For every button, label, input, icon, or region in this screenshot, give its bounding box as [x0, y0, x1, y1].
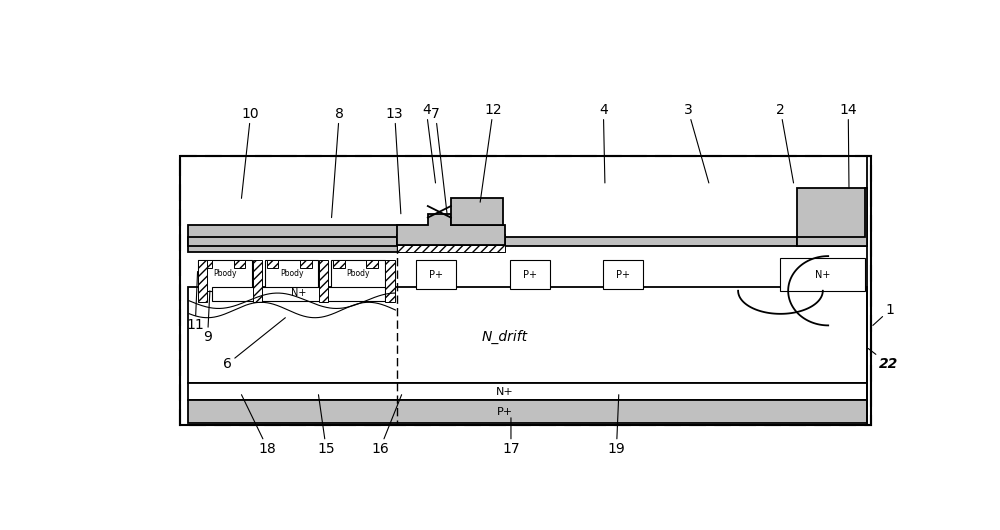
- Text: 10: 10: [241, 107, 260, 198]
- Text: Pbody: Pbody: [346, 269, 369, 278]
- Bar: [198, 260, 207, 302]
- Bar: [385, 260, 395, 302]
- Bar: [333, 260, 345, 268]
- Polygon shape: [397, 214, 505, 244]
- Bar: [198, 260, 252, 291]
- Text: 22: 22: [868, 349, 898, 371]
- Bar: [451, 198, 503, 225]
- Text: N_drift: N_drift: [482, 330, 528, 344]
- Text: 6: 6: [223, 317, 285, 371]
- Bar: [188, 400, 867, 423]
- Bar: [180, 156, 871, 426]
- Text: 12: 12: [480, 103, 502, 202]
- Text: 3: 3: [684, 103, 709, 183]
- Bar: [201, 260, 212, 268]
- Text: 4: 4: [422, 103, 436, 183]
- Text: P+: P+: [523, 270, 537, 280]
- Bar: [319, 260, 328, 302]
- Text: 11: 11: [186, 271, 204, 332]
- Bar: [780, 259, 865, 291]
- Text: 1: 1: [873, 303, 894, 325]
- Bar: [416, 260, 456, 289]
- Bar: [366, 260, 378, 268]
- Bar: [212, 287, 385, 301]
- Text: 14: 14: [839, 103, 857, 188]
- Text: P+: P+: [497, 407, 513, 417]
- Bar: [188, 383, 867, 400]
- Text: Pbody: Pbody: [280, 269, 303, 278]
- Bar: [510, 260, 550, 289]
- Text: N+: N+: [815, 270, 830, 280]
- Text: P+: P+: [616, 270, 630, 280]
- Text: 17: 17: [502, 418, 520, 456]
- Text: 16: 16: [371, 395, 402, 456]
- Bar: [234, 260, 245, 268]
- Text: 19: 19: [608, 395, 625, 456]
- Bar: [603, 260, 643, 289]
- Bar: [300, 260, 312, 268]
- Bar: [797, 188, 867, 246]
- Polygon shape: [797, 188, 867, 246]
- Text: 18: 18: [241, 395, 277, 456]
- Text: 4: 4: [599, 103, 608, 183]
- Bar: [397, 235, 505, 244]
- Text: P+: P+: [429, 270, 443, 280]
- Text: 7: 7: [431, 107, 447, 214]
- Text: N+: N+: [496, 386, 514, 396]
- Bar: [188, 237, 867, 246]
- Bar: [180, 156, 871, 426]
- Text: Pbody: Pbody: [214, 269, 237, 278]
- Bar: [188, 287, 867, 383]
- Text: N+: N+: [291, 288, 306, 298]
- Bar: [267, 260, 278, 268]
- Text: 13: 13: [386, 107, 404, 214]
- Bar: [397, 244, 505, 252]
- Bar: [265, 260, 318, 291]
- Bar: [331, 260, 385, 291]
- Bar: [253, 260, 262, 302]
- Text: 8: 8: [332, 107, 344, 218]
- Text: 2: 2: [776, 103, 794, 183]
- Bar: [188, 225, 409, 252]
- Text: 9: 9: [203, 291, 212, 344]
- Text: 15: 15: [317, 395, 335, 456]
